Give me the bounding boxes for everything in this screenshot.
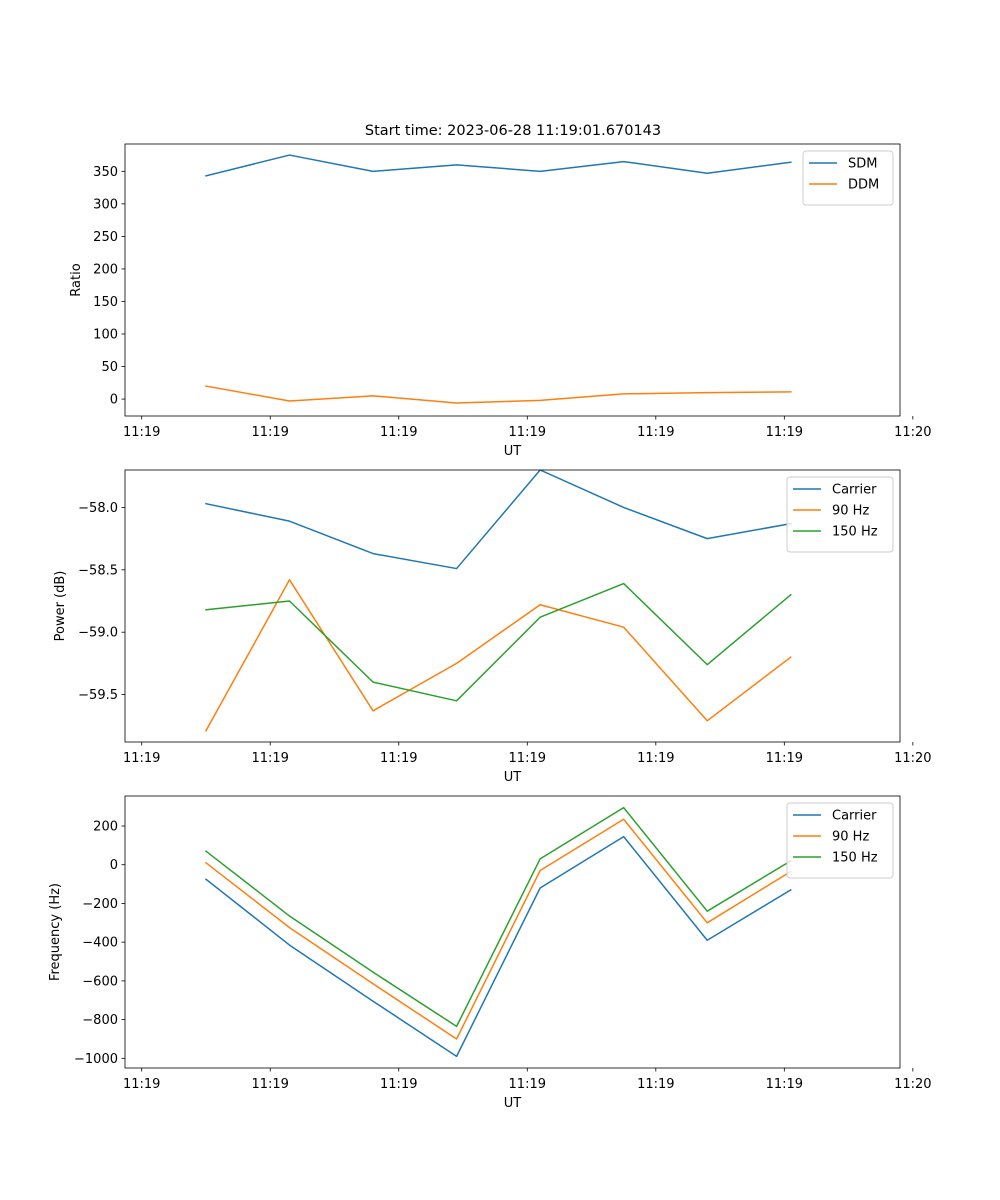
series-line-150-hz bbox=[205, 582, 792, 702]
y-axis-label: Ratio bbox=[69, 263, 84, 296]
legend-label-90-hz: 90 Hz bbox=[832, 830, 869, 845]
axes-frame bbox=[124, 795, 901, 1069]
legend: Carrier 90 Hz 150 Hz bbox=[786, 802, 894, 879]
series-line-150-hz bbox=[204, 806, 792, 1028]
y-tick-label: 250 bbox=[93, 230, 118, 245]
y-tick-label: 350 bbox=[93, 165, 118, 180]
y-tick-label: 50 bbox=[101, 360, 118, 375]
series-line-90-hz bbox=[204, 579, 792, 732]
legend-label-150-hz: 150 Hz bbox=[832, 851, 878, 866]
y-tick-label: −59.5 bbox=[78, 688, 118, 703]
legend-label-carrier: Carrier bbox=[832, 483, 877, 498]
x-tick-label: 11:20 bbox=[894, 751, 931, 766]
legend-label-150-hz: 150 Hz bbox=[832, 525, 878, 540]
x-axis-label: UT bbox=[504, 770, 522, 785]
x-tick-label: 11:19 bbox=[637, 1077, 674, 1092]
x-tick-label: 11:19 bbox=[766, 751, 803, 766]
x-tick-label: 11:19 bbox=[637, 751, 674, 766]
x-tick-label: 11:20 bbox=[894, 425, 931, 440]
x-tick-label: 11:20 bbox=[894, 1077, 931, 1092]
y-tick-label: 0 bbox=[110, 858, 118, 873]
y-tick-label: 300 bbox=[93, 197, 118, 212]
y-tick-label: −400 bbox=[82, 936, 118, 951]
series-lines bbox=[204, 806, 792, 1058]
legend-label-90-hz: 90 Hz bbox=[832, 504, 869, 519]
legend-frame bbox=[802, 150, 894, 206]
x-tick-label: 11:19 bbox=[380, 1077, 417, 1092]
y-tick-label: −200 bbox=[82, 897, 118, 912]
series-line-ddm bbox=[205, 385, 792, 404]
x-tick-label: 11:19 bbox=[637, 425, 674, 440]
y-axis-label: Power (dB) bbox=[53, 571, 68, 642]
ratio-axes: 11:19 11:19 11:19 11:19 11:19 11:19 11:20 0 50 10… bbox=[69, 143, 932, 459]
legend: SDM DDM bbox=[802, 150, 894, 206]
x-tick-label: 11:19 bbox=[251, 751, 288, 766]
series-lines bbox=[204, 470, 792, 732]
series-line-carrier bbox=[205, 470, 792, 570]
x-tick-label: 11:19 bbox=[123, 1077, 160, 1092]
y-tick-label: 150 bbox=[93, 295, 118, 310]
y-tick-label: 100 bbox=[93, 328, 118, 343]
x-tick-label: 11:19 bbox=[123, 425, 160, 440]
y-axis-label: Frequency (Hz) bbox=[48, 883, 63, 981]
x-tick-label: 11:19 bbox=[766, 1077, 803, 1092]
legend-label-carrier: Carrier bbox=[832, 809, 877, 824]
legend-label-ddm: DDM bbox=[848, 178, 879, 193]
x-tick-label: 11:19 bbox=[251, 1077, 288, 1092]
x-tick-label: 11:19 bbox=[766, 425, 803, 440]
x-tick-label: 11:19 bbox=[509, 425, 546, 440]
legend-frame bbox=[786, 802, 894, 879]
y-tick-label: −1000 bbox=[74, 1052, 118, 1067]
legend-label-sdm: SDM bbox=[848, 157, 877, 172]
x-tick-label: 11:19 bbox=[380, 425, 417, 440]
x-axis-label: UT bbox=[504, 444, 522, 459]
series-line-90-hz bbox=[204, 818, 792, 1040]
axes-frame bbox=[124, 143, 901, 417]
frequency-axes: 11:19 11:19 11:19 11:19 11:19 11:19 11:20 −1000… bbox=[48, 795, 932, 1111]
figure-title: Start time: 2023-06-28 11:19:01.670143 bbox=[365, 123, 661, 139]
series-line-sdm bbox=[205, 154, 792, 177]
y-tick-label: −58.0 bbox=[78, 501, 118, 516]
y-tick-label: −59.0 bbox=[78, 626, 118, 641]
y-tick-label: −800 bbox=[82, 1013, 118, 1028]
power-axes: 11:19 11:19 11:19 11:19 11:19 11:19 11:20 −59.5… bbox=[53, 469, 932, 785]
series-lines bbox=[205, 154, 792, 404]
x-tick-label: 11:19 bbox=[123, 751, 160, 766]
x-tick-label: 11:19 bbox=[509, 1077, 546, 1092]
y-tick-label: −58.5 bbox=[78, 563, 118, 578]
y-tick-label: −600 bbox=[82, 974, 118, 989]
x-tick-label: 11:19 bbox=[509, 751, 546, 766]
x-tick-label: 11:19 bbox=[251, 425, 288, 440]
legend: Carrier 90 Hz 150 Hz bbox=[786, 476, 894, 553]
x-tick-label: 11:19 bbox=[380, 751, 417, 766]
y-tick-label: 0 bbox=[110, 393, 118, 408]
y-tick-label: 200 bbox=[93, 820, 118, 835]
y-tick-label: 200 bbox=[93, 262, 118, 277]
x-axis-label: UT bbox=[504, 1096, 522, 1111]
legend-frame bbox=[786, 476, 894, 553]
series-line-carrier bbox=[204, 835, 792, 1058]
axes-frame bbox=[124, 469, 901, 743]
